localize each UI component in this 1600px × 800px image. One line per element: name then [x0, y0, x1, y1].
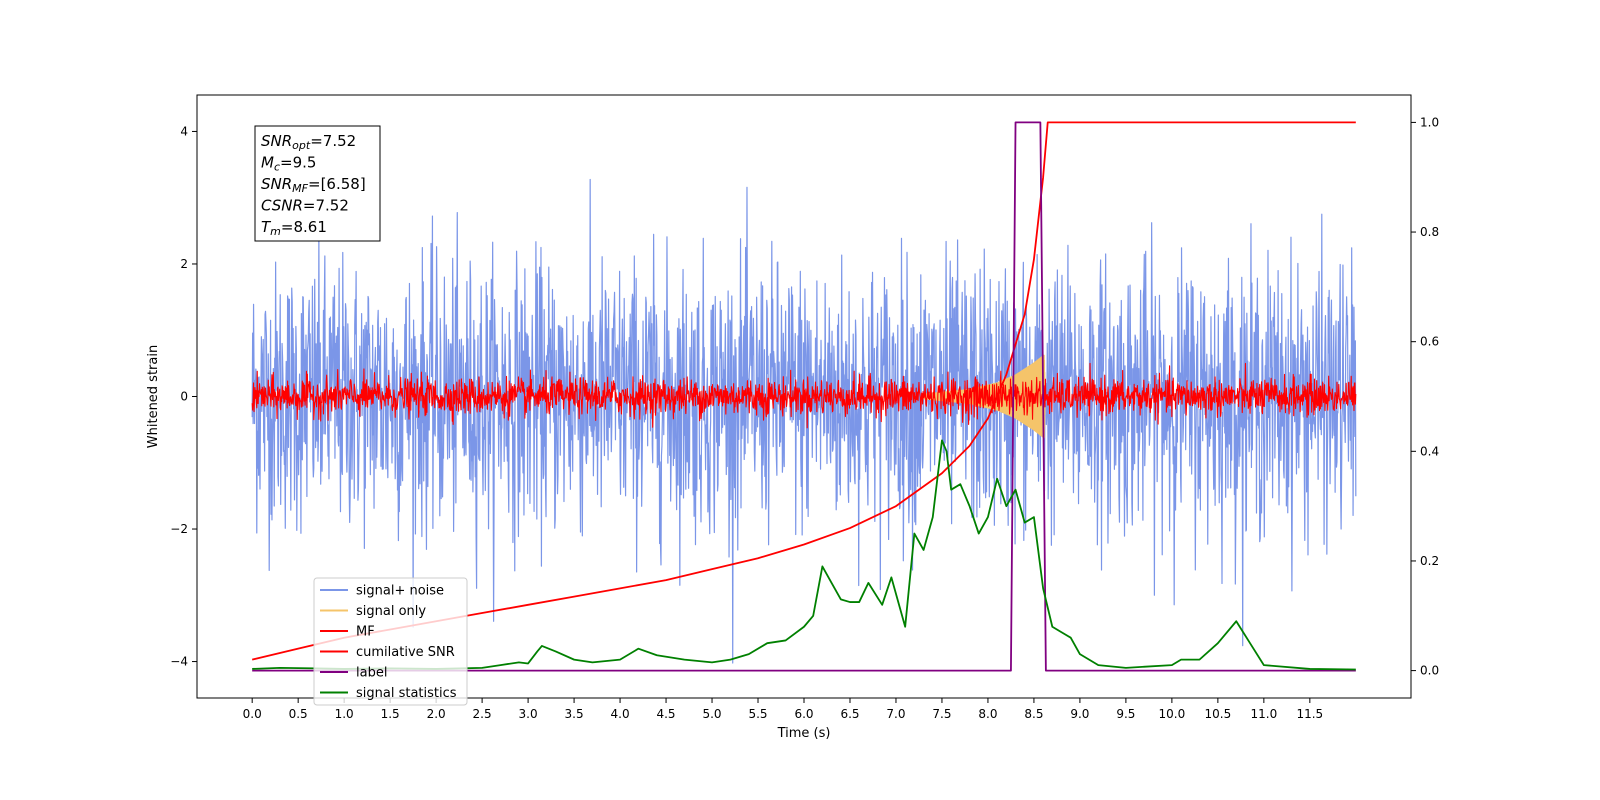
x-tick-label: 1.5	[381, 707, 400, 721]
legend-label-cumilative-snr: cumilative SNR	[356, 645, 455, 660]
y2-tick-label: 0.6	[1420, 335, 1439, 349]
legend: signal+ noise signal only MF cumilative SNR…	[313, 577, 468, 706]
y-tick-label: 2	[180, 257, 188, 271]
legend-label-mf: MF	[356, 625, 375, 640]
y-tick-label: −4	[170, 655, 188, 669]
x-tick-label: 8.5	[1024, 707, 1043, 721]
annotation-line: SNRMF=[6.58]	[261, 175, 366, 195]
x-tick-label: 10.5	[1205, 707, 1232, 721]
series-line-signal-noise	[251, 178, 1357, 664]
y2-tick-label: 0.4	[1420, 444, 1439, 458]
x-tick-label: 3.5	[565, 707, 584, 721]
x-tick-label: 6.0	[794, 707, 813, 721]
legend-frame	[313, 577, 468, 706]
y2-tick-label: 0.8	[1420, 225, 1439, 239]
y-tick-label: 0	[180, 390, 188, 404]
x-tick-label: 5.0	[702, 707, 721, 721]
x-axis: 0.0 0.5 1.0 1.5 2.0 2.5 3.0 3.5 4.0 4.5 5.0 5.5 6.0 6…	[243, 698, 1323, 721]
x-tick-label: 11.0	[1250, 707, 1277, 721]
legend-label-signal-noise: signal+ noise	[356, 584, 444, 599]
x-tick-label: 6.5	[840, 707, 859, 721]
x-tick-label: 2.0	[427, 707, 446, 721]
y-tick-label: −2	[170, 522, 188, 536]
y-axis-label: Whitened strain	[146, 345, 161, 448]
x-tick-label: 5.5	[748, 707, 767, 721]
x-tick-label: 0.0	[243, 707, 262, 721]
x-tick-label: 9.5	[1116, 707, 1135, 721]
series-line-mf	[251, 362, 1357, 429]
x-tick-label: 7.0	[886, 707, 905, 721]
x-tick-label: 0.5	[289, 707, 308, 721]
annotation-line: SNRopt=7.52	[261, 132, 356, 152]
x-tick-label: 4.5	[656, 707, 675, 721]
x-tick-label: 4.0	[611, 707, 630, 721]
legend-label-signal-only: signal only	[356, 604, 426, 619]
legend-label-label: label	[356, 666, 387, 681]
annotation-frame	[254, 125, 381, 242]
x-tick-label: 8.0	[978, 707, 997, 721]
y-tick-label: 4	[180, 124, 188, 138]
x-tick-label: 3.0	[519, 707, 538, 721]
series-line-signal-statistics	[252, 439, 1356, 671]
annotation-line: Tm=8.61	[261, 218, 327, 238]
x-tick-label: 10.0	[1159, 707, 1186, 721]
y-axis-left: 4 2 0 −2 −4	[170, 124, 197, 669]
x-axis-label: Time (s)	[777, 726, 831, 741]
y2-tick-label: 0.0	[1420, 664, 1439, 678]
y2-tick-label: 1.0	[1420, 115, 1439, 129]
annotation-line: Mc=9.5	[261, 154, 316, 174]
series-line-label	[252, 121, 1356, 672]
x-tick-label: 7.5	[932, 707, 951, 721]
x-tick-label: 2.5	[473, 707, 492, 721]
y2-tick-label: 0.2	[1420, 554, 1439, 568]
annotation-line: CSNR=7.52	[261, 197, 349, 215]
x-tick-label: 1.0	[335, 707, 354, 721]
y-axis-right: 1.0 0.8 0.6 0.4 0.2 0.0	[1411, 115, 1439, 678]
x-tick-label: 9.0	[1070, 707, 1089, 721]
x-tick-label: 11.5	[1296, 707, 1323, 721]
legend-label-signal-statistics: signal statistics	[356, 686, 457, 701]
